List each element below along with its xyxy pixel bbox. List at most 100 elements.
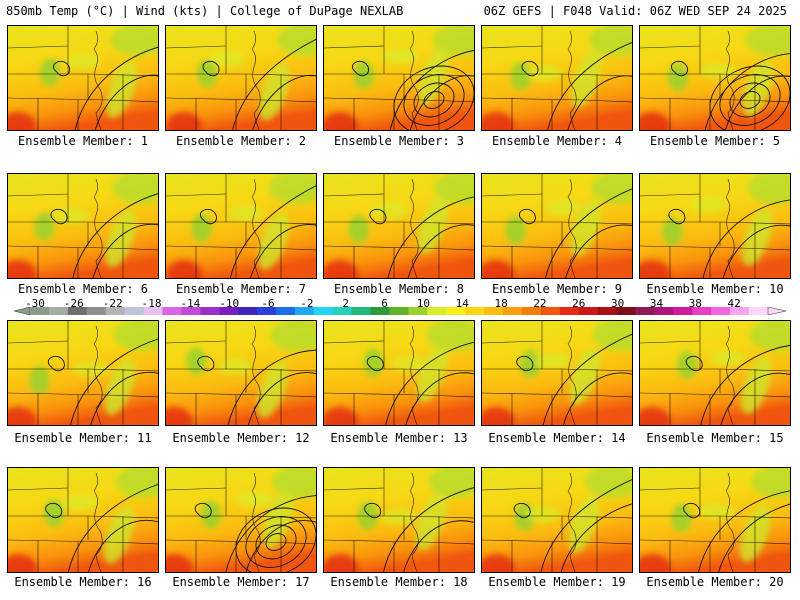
colorbar-tick-label: 22 xyxy=(533,297,547,310)
colorbar-tick-label: -6 xyxy=(261,297,275,310)
temperature-map xyxy=(640,468,790,572)
header-title: 850mb Temp (°C) | Wind (kts) | College o… xyxy=(6,4,404,18)
colorbar-swatch xyxy=(465,307,485,315)
member-label: Ensemble Member: 17 xyxy=(172,575,310,589)
temperature-map xyxy=(8,468,158,572)
colorbar-swatch xyxy=(48,307,69,315)
member-map-panel xyxy=(323,467,475,573)
colorbar-tick-label: -14 xyxy=(180,297,201,310)
member-map-panel xyxy=(165,25,317,131)
colorbar-swatch xyxy=(162,307,182,315)
temperature-map xyxy=(324,468,474,572)
temperature-map xyxy=(8,174,158,278)
colorbar-tick-label: 10 xyxy=(416,297,431,310)
member-map-panel xyxy=(165,320,317,426)
header-valid-time: 06Z GEFS | F048 Valid: 06Z WED SEP 24 20… xyxy=(483,4,787,18)
colorbar-swatch xyxy=(351,307,372,315)
temperature-map xyxy=(166,174,316,278)
member-map-panel xyxy=(323,173,475,279)
colorbar-swatch xyxy=(181,307,201,315)
colorbar-swatch xyxy=(522,307,542,315)
colorbar-tick-label: 26 xyxy=(572,297,586,310)
member-map-panel xyxy=(481,173,633,279)
colorbar-swatch xyxy=(578,307,599,315)
member-label: Ensemble Member: 16 xyxy=(14,575,152,589)
colorbar-tick-label: 42 xyxy=(727,297,741,310)
colorbar-tick-label: 34 xyxy=(649,297,664,310)
member-map-panel xyxy=(323,25,475,131)
member-label: Ensemble Member: 20 xyxy=(646,575,784,589)
temperature-map xyxy=(8,26,158,130)
member-map-panel xyxy=(7,25,159,131)
temperature-map xyxy=(324,321,474,425)
member-map-panel xyxy=(481,25,633,131)
member-label: Ensemble Member: 15 xyxy=(646,431,784,445)
colorbar-swatch xyxy=(559,307,580,315)
member-label: Ensemble Member: 19 xyxy=(488,575,626,589)
member-label: Ensemble Member: 6 xyxy=(17,282,149,296)
member-map-panel xyxy=(639,25,791,131)
colorbar-swatch xyxy=(389,307,409,315)
member-label: Ensemble Member: 18 xyxy=(330,575,468,589)
member-label: Ensemble Member: 3 xyxy=(333,134,465,148)
temperature-colorbar xyxy=(13,307,787,316)
colorbar-swatch xyxy=(484,307,504,315)
colorbar-swatch xyxy=(219,307,239,315)
colorbar-swatch xyxy=(503,307,523,315)
member-map-panel xyxy=(639,467,791,573)
member-map-panel xyxy=(639,320,791,426)
colorbar-swatch xyxy=(711,307,731,315)
member-label: Ensemble Member: 13 xyxy=(330,431,468,445)
colorbar-swatch xyxy=(673,307,693,315)
temperature-map xyxy=(166,468,316,572)
temperature-map xyxy=(640,174,790,278)
colorbar-tick-label: -30 xyxy=(25,297,45,310)
colorbar-tick-label: -22 xyxy=(102,297,123,310)
temperature-map xyxy=(166,26,316,130)
temperature-map xyxy=(640,321,790,425)
colorbar-swatch xyxy=(105,307,126,315)
member-map-panel xyxy=(7,320,159,426)
temperature-map xyxy=(640,26,790,130)
colorbar-swatch xyxy=(124,307,145,315)
temperature-map xyxy=(166,321,316,425)
member-map-panel xyxy=(323,320,475,426)
colorbar-swatch xyxy=(67,307,88,315)
temperature-map xyxy=(482,468,632,572)
colorbar-swatch xyxy=(276,307,296,315)
colorbar-swatch xyxy=(654,307,674,315)
member-label: Ensemble Member: 2 xyxy=(175,134,307,148)
colorbar-tick-label: 18 xyxy=(494,297,508,310)
colorbar-swatch xyxy=(143,307,163,315)
temperature-map xyxy=(324,174,474,278)
colorbar-swatch xyxy=(540,307,561,315)
member-map-panel xyxy=(7,173,159,279)
member-label: Ensemble Member: 14 xyxy=(488,431,626,445)
member-map-panel xyxy=(165,467,317,573)
colorbar-tick-label: 2 xyxy=(342,297,350,310)
colorbar-tick-label: -2 xyxy=(300,297,314,310)
member-label: Ensemble Member: 4 xyxy=(491,134,623,148)
colorbar-tick-label: -26 xyxy=(63,297,84,310)
member-label: Ensemble Member: 8 xyxy=(333,282,465,296)
colorbar-swatch xyxy=(294,307,315,315)
colorbar-swatch xyxy=(692,307,712,315)
member-map-panel xyxy=(7,467,159,573)
colorbar-swatch xyxy=(408,307,428,315)
member-label: Ensemble Member: 5 xyxy=(649,134,781,148)
member-label: Ensemble Member: 9 xyxy=(491,282,623,296)
member-label: Ensemble Member: 11 xyxy=(14,431,152,445)
colorbar-tick-label: 30 xyxy=(611,297,625,310)
colorbar-swatch xyxy=(749,307,769,315)
colorbar-tick-label: 38 xyxy=(688,297,702,310)
colorbar-tick-label: -10 xyxy=(219,297,240,310)
temperature-map xyxy=(482,174,632,278)
member-map-panel xyxy=(165,173,317,279)
member-label: Ensemble Member: 7 xyxy=(175,282,307,296)
temperature-map xyxy=(324,26,474,130)
temperature-map xyxy=(8,321,158,425)
member-label: Ensemble Member: 12 xyxy=(172,431,310,445)
temperature-map xyxy=(482,321,632,425)
member-map-panel xyxy=(481,320,633,426)
colorbar-swatch xyxy=(370,307,391,315)
